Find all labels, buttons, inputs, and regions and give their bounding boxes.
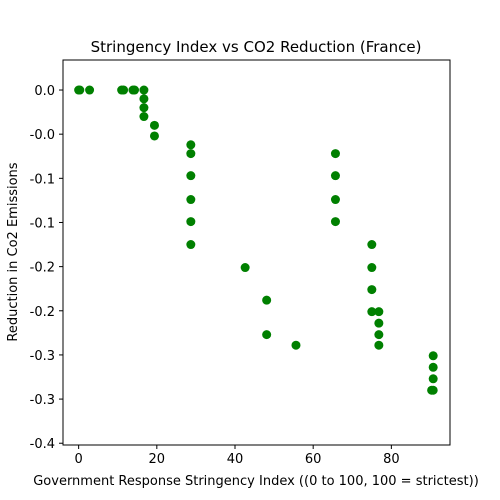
data-point-13 [186,140,196,150]
data-point-36 [428,362,438,372]
data-point-14 [186,149,196,159]
y-tick-label: 0.0 [34,84,55,99]
data-point-29 [367,285,377,295]
data-point-20 [262,295,272,305]
data-point-17 [186,217,196,227]
y-tick-label: -0.1 [30,172,55,187]
x-tick-label: 0 [74,452,82,467]
data-point-31 [374,307,384,317]
data-point-34 [374,340,384,350]
data-point-10 [139,112,149,122]
data-point-7 [139,85,149,95]
x-tick-label: 40 [227,452,244,467]
data-point-1 [75,85,85,95]
data-point-26 [330,217,340,227]
y-tick-label: -0.4 [30,437,55,452]
x-tick-label: 60 [305,452,322,467]
y-axis: 0.0 -0.0 -0.1 -0.1 -0.2 -0.2 -0.3 -0.3 -0.4 [30,84,63,452]
plot-area-frame [62,59,451,446]
data-point-22 [291,340,301,350]
y-tick-label: -0.3 [30,393,55,408]
y-tick-label: -0.2 [30,261,55,276]
data-point-19 [240,263,250,273]
data-point-12 [149,131,159,141]
data-point-18 [186,240,196,250]
y-tick-label: -0.1 [30,216,55,231]
data-points [74,85,438,395]
y-axis-label: Reduction in Co2 Emissions [6,162,21,341]
data-point-24 [330,171,340,181]
data-point-37 [428,374,438,384]
data-point-27 [367,240,377,250]
data-point-39 [427,385,437,395]
x-axis: 0 20 40 60 80 [74,445,400,467]
x-tick-label: 20 [149,452,166,467]
data-point-15 [186,171,196,181]
data-point-11 [149,120,159,130]
x-axis-label: Government Response Stringency Index ((0… [33,474,479,489]
data-point-25 [330,195,340,205]
data-point-28 [367,263,377,273]
data-point-23 [330,149,340,159]
data-point-30 [367,307,377,317]
x-tick-label: 80 [383,452,400,467]
data-point-2 [85,85,95,95]
chart-title: Stringency Index vs CO2 Reduction (Franc… [91,38,422,56]
data-point-4 [119,85,129,95]
data-point-32 [374,318,384,328]
data-point-9 [139,103,149,113]
data-point-6 [130,85,140,95]
y-tick-label: -0.3 [30,349,55,364]
data-point-35 [428,351,438,361]
data-point-16 [186,195,196,205]
y-tick-label: -0.2 [30,305,55,320]
data-point-21 [262,330,272,340]
data-point-33 [374,330,384,340]
y-tick-label: -0.0 [30,128,55,143]
data-point-8 [139,94,149,104]
